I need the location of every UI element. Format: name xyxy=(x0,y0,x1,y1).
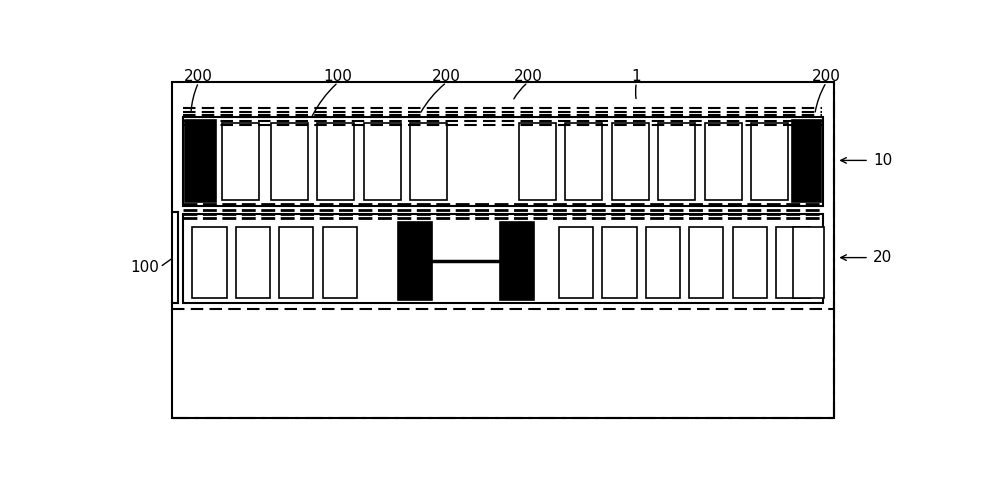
Bar xyxy=(279,227,313,297)
Bar xyxy=(733,227,767,297)
Bar xyxy=(612,123,649,199)
Bar xyxy=(793,227,824,297)
Text: 10: 10 xyxy=(873,153,892,168)
Text: 200: 200 xyxy=(184,69,213,84)
Text: 1: 1 xyxy=(632,69,641,84)
Bar xyxy=(183,214,822,303)
Bar xyxy=(565,123,602,199)
Bar xyxy=(185,120,216,202)
Bar xyxy=(751,123,788,199)
Bar xyxy=(323,227,357,297)
Bar xyxy=(364,123,401,199)
Bar xyxy=(602,227,637,297)
Bar xyxy=(172,82,834,418)
Text: 200: 200 xyxy=(514,69,542,84)
Bar xyxy=(317,123,354,199)
Bar xyxy=(658,123,695,199)
Bar xyxy=(792,120,821,202)
Bar xyxy=(646,227,680,297)
Text: 200: 200 xyxy=(432,69,461,84)
Bar xyxy=(410,123,447,199)
Bar xyxy=(519,123,556,199)
Text: 100: 100 xyxy=(130,259,159,275)
Bar xyxy=(689,227,723,297)
Bar xyxy=(271,123,308,199)
Bar xyxy=(705,123,742,199)
Bar xyxy=(398,222,432,300)
Bar xyxy=(500,222,534,300)
Text: 200: 200 xyxy=(812,69,841,84)
Text: 100: 100 xyxy=(324,69,353,84)
Text: 20: 20 xyxy=(873,250,892,265)
Bar xyxy=(183,116,822,206)
Bar xyxy=(192,227,227,297)
Bar xyxy=(559,227,593,297)
Bar xyxy=(236,227,270,297)
Bar xyxy=(222,123,259,199)
Bar xyxy=(776,227,810,297)
